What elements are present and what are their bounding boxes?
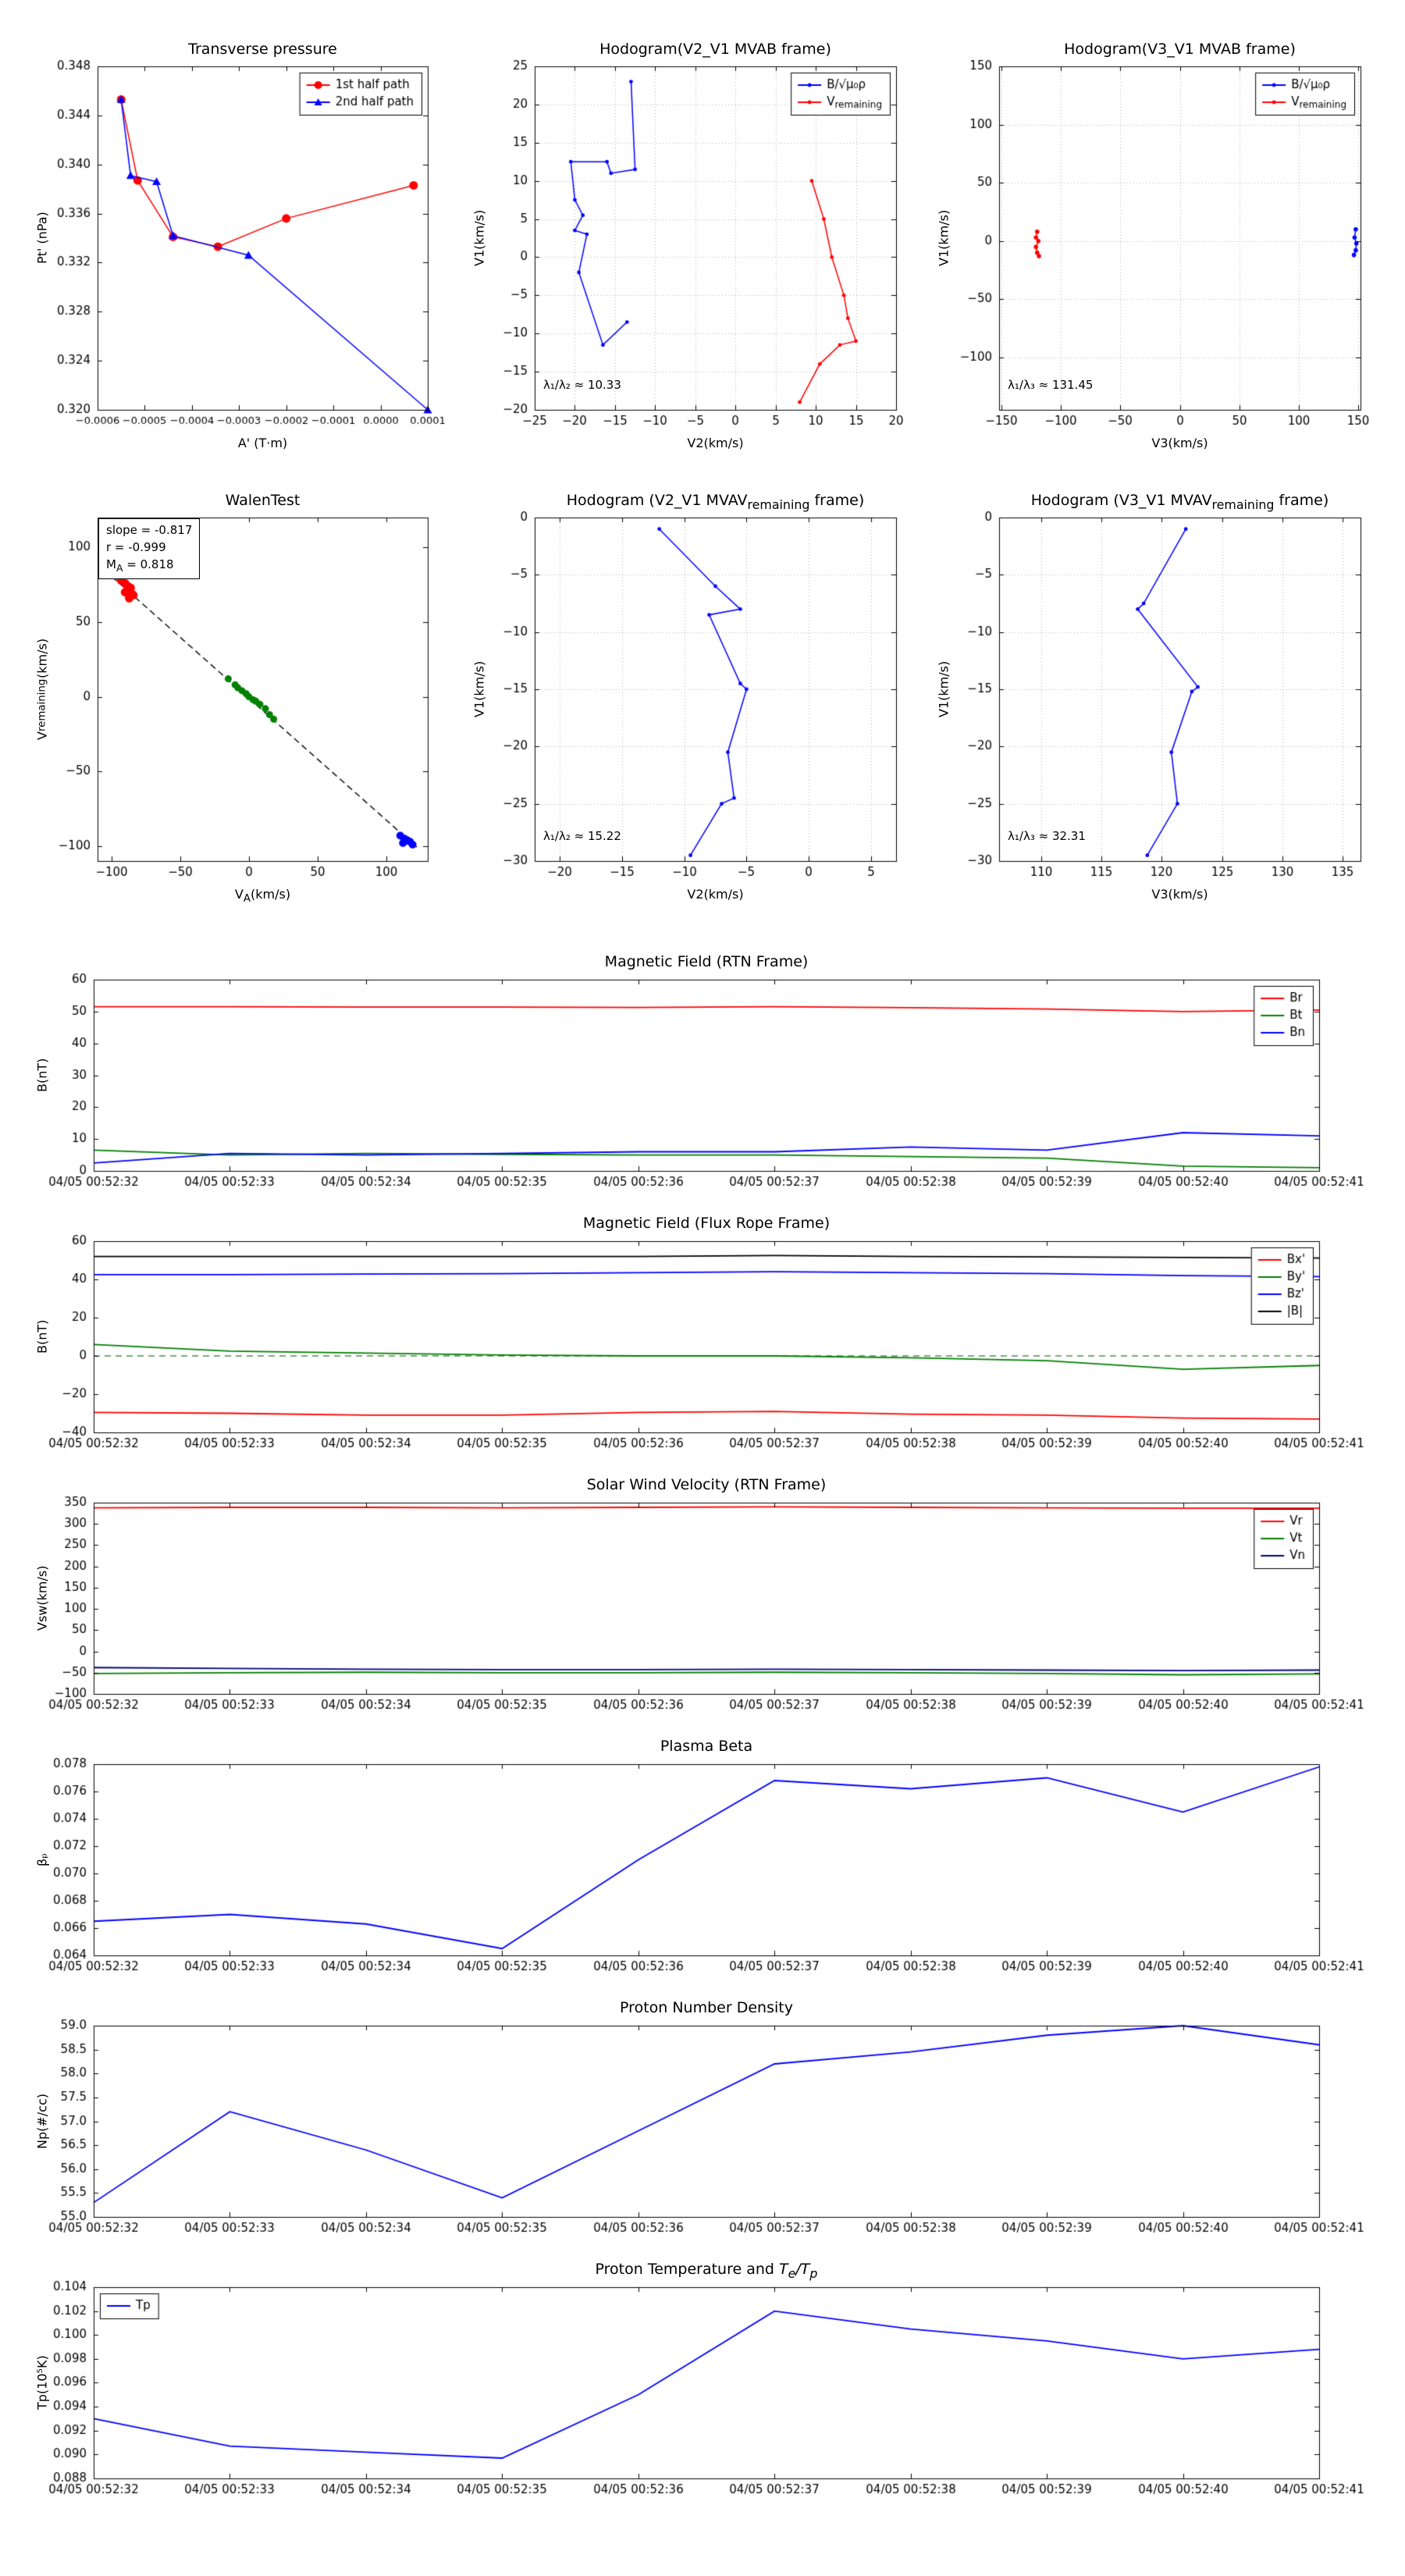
x-axis-label: V3(km/s) bbox=[1151, 436, 1208, 450]
chart-hodogram-v2-v1-mvab: Hodogram(V2_V1 MVAB frame) V1(km/s) V2(k… bbox=[461, 31, 913, 468]
chart-title: Transverse pressure bbox=[188, 41, 337, 58]
walen-alfven-mach: MA = 0.818 bbox=[106, 557, 174, 574]
y-axis-label: B(nT) bbox=[34, 1319, 50, 1354]
y-axis-label: Vsw(km/s) bbox=[34, 1565, 50, 1631]
chart-canvas bbox=[23, 948, 1382, 1206]
y-axis-label: V1(km/s) bbox=[471, 209, 487, 267]
x-axis-label: V2(km/s) bbox=[687, 436, 744, 450]
chart-canvas bbox=[23, 1210, 1382, 1468]
walen-correlation: r = -0.999 bbox=[106, 539, 166, 554]
chart-canvas bbox=[23, 31, 445, 468]
chart-canvas bbox=[925, 31, 1378, 468]
chart-solar-wind-velocity: Solar Wind Velocity (RTN Frame) Vsw(km/s… bbox=[23, 1471, 1382, 1729]
eigenvalue-ratio-annotation: λ₁/λ₃ ≈ 131.45 bbox=[1008, 378, 1094, 392]
chart-title: Magnetic Field (Flux Rope Frame) bbox=[582, 1215, 831, 1232]
y-axis-label: Pt' (nPa) bbox=[34, 212, 50, 265]
y-axis-label: V1(km/s) bbox=[936, 660, 951, 718]
eigenvalue-ratio-annotation: λ₁/λ₃ ≈ 32.31 bbox=[1008, 829, 1086, 843]
x-axis-label: V2(km/s) bbox=[687, 887, 744, 902]
chart-canvas bbox=[461, 31, 913, 468]
chart-canvas bbox=[461, 482, 913, 920]
chart-proton-number-density: Proton Number Density Np(#/cc) bbox=[23, 1994, 1382, 2252]
eigenvalue-ratio-annotation: λ₁/λ₂ ≈ 15.22 bbox=[543, 829, 621, 843]
x-axis-label: A' (T·m) bbox=[237, 436, 288, 450]
chart-title: Hodogram(V3_V1 MVAB frame) bbox=[1064, 41, 1296, 58]
chart-magnetic-field-rtn: Magnetic Field (RTN Frame) B(nT) bbox=[23, 948, 1382, 1206]
chart-title: Proton Temperature and Te/Tp bbox=[595, 2261, 818, 2281]
y-axis-label: V1(km/s) bbox=[936, 209, 951, 267]
chart-canvas bbox=[23, 482, 445, 920]
walen-slope: slope = -0.817 bbox=[106, 523, 193, 537]
walen-stats-box: slope = -0.817 r = -0.999 MA = 0.818 bbox=[98, 518, 201, 579]
chart-title: Hodogram (V3_V1 MVAVremaining frame) bbox=[1030, 492, 1329, 512]
y-axis-label: V1(km/s) bbox=[471, 660, 487, 718]
chart-hodogram-v3-v1-mvav: Hodogram (V3_V1 MVAVremaining frame) V1(… bbox=[925, 482, 1378, 920]
y-axis-label: βₚ bbox=[34, 1852, 50, 1867]
chart-transverse-pressure: Transverse pressure Pt' (nPa) A' (T·m) bbox=[23, 31, 445, 468]
chart-magnetic-field-flux-rope: Magnetic Field (Flux Rope Frame) B(nT) bbox=[23, 1210, 1382, 1468]
eigenvalue-ratio-annotation: λ₁/λ₂ ≈ 10.33 bbox=[543, 378, 621, 392]
y-axis-label: Tp(10⁵K) bbox=[34, 2355, 50, 2411]
chart-title: Plasma Beta bbox=[660, 1738, 753, 1755]
chart-plasma-beta: Plasma Beta βₚ bbox=[23, 1733, 1382, 1991]
chart-hodogram-v3-v1-mvab: Hodogram(V3_V1 MVAB frame) V1(km/s) V3(k… bbox=[925, 31, 1378, 468]
chart-title: Magnetic Field (RTN Frame) bbox=[604, 953, 809, 970]
chart-canvas bbox=[23, 1471, 1382, 1729]
chart-title: Solar Wind Velocity (RTN Frame) bbox=[586, 1476, 827, 1493]
chart-proton-temperature: Proton Temperature and Te/Tp Tp(10⁵K) bbox=[23, 2256, 1382, 2514]
chart-title: WalenTest bbox=[225, 492, 301, 509]
chart-title: Hodogram (V2_V1 MVAVremaining frame) bbox=[566, 492, 865, 512]
x-axis-label: VA(km/s) bbox=[234, 887, 291, 906]
chart-title: Hodogram(V2_V1 MVAB frame) bbox=[599, 41, 831, 58]
chart-canvas bbox=[23, 2256, 1382, 2514]
chart-canvas bbox=[23, 1733, 1382, 1991]
x-axis-label: V3(km/s) bbox=[1151, 887, 1208, 902]
chart-canvas bbox=[23, 1994, 1382, 2252]
chart-hodogram-v2-v1-mvav: Hodogram (V2_V1 MVAVremaining frame) V1(… bbox=[461, 482, 913, 920]
y-axis-label: B(nT) bbox=[34, 1058, 50, 1093]
chart-title: Proton Number Density bbox=[620, 1999, 793, 2016]
y-axis-label: Np(#/cc) bbox=[34, 2094, 50, 2149]
chart-canvas bbox=[925, 482, 1378, 920]
